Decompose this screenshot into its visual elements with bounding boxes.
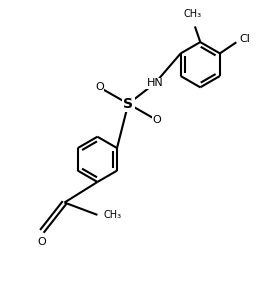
Text: CH₃: CH₃ — [184, 9, 202, 19]
Text: O: O — [153, 115, 161, 125]
Text: O: O — [37, 237, 46, 247]
Text: CH₃: CH₃ — [103, 210, 122, 220]
Text: Cl: Cl — [240, 34, 251, 44]
Text: HN: HN — [147, 78, 163, 88]
Text: S: S — [123, 97, 133, 111]
Text: O: O — [95, 82, 104, 92]
